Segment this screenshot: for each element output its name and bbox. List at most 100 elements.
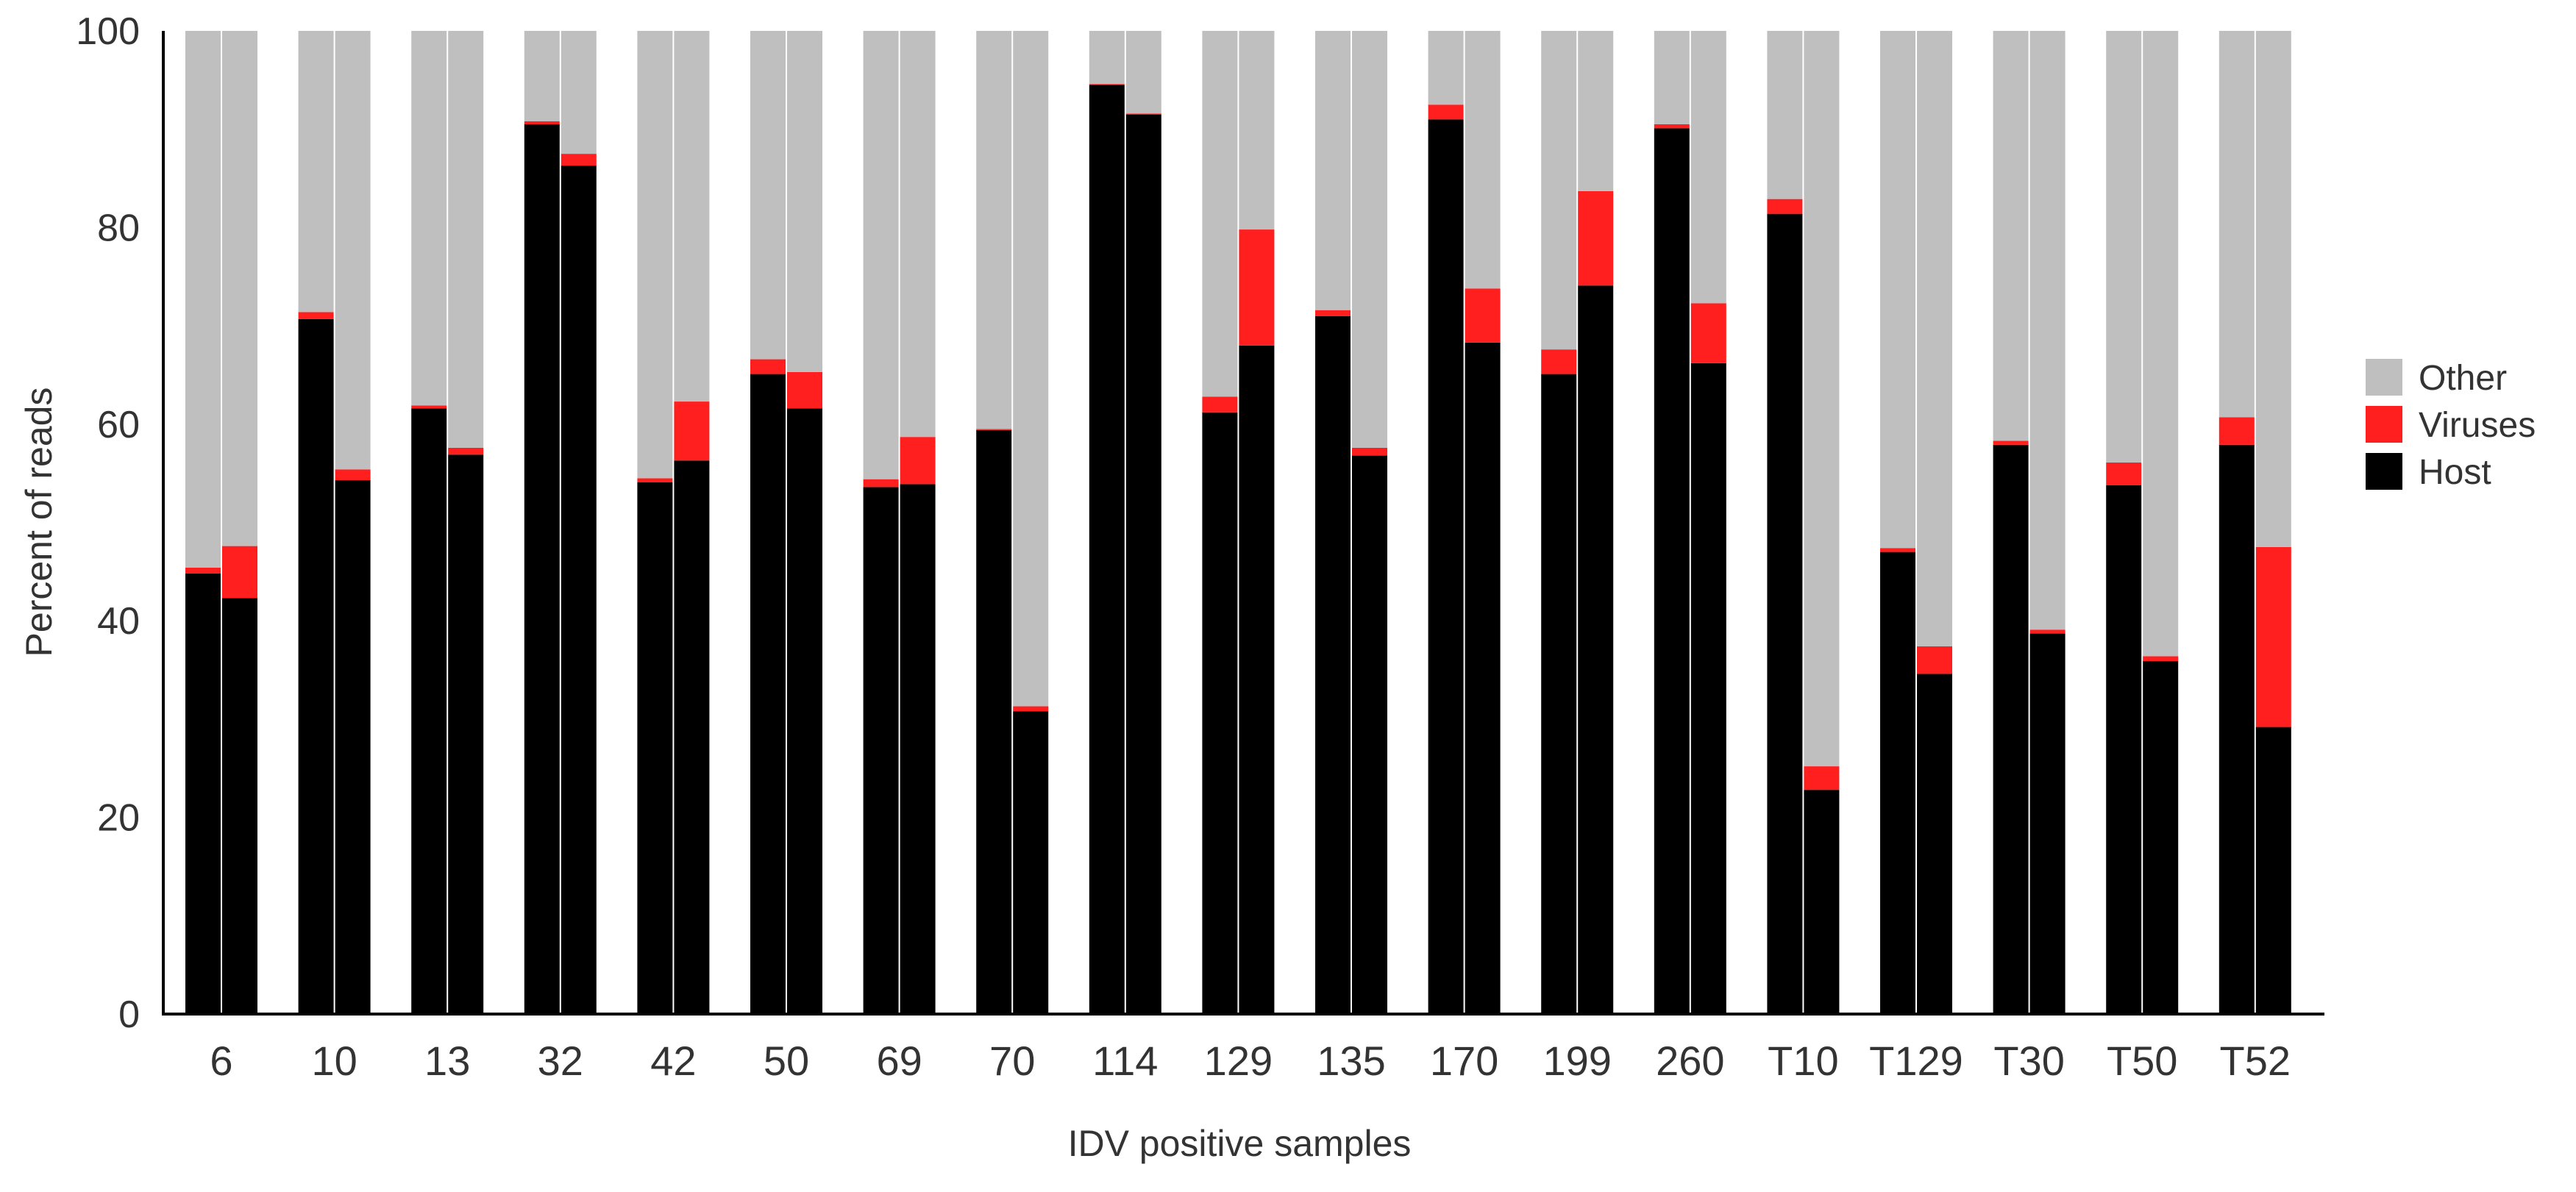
bar-segment-viruses <box>2255 546 2291 727</box>
bar-segment-other <box>750 31 786 360</box>
bar-segment-other <box>1804 31 1840 767</box>
bar-segment-other <box>1690 31 1726 304</box>
x-tick-labels: 6 10 13 32 42 50 69 70 114 129 135 170 199 260 T10 T129… <box>210 1038 2291 1084</box>
bar-segment-host <box>1239 345 1275 1015</box>
bar-segment-other <box>2255 31 2291 547</box>
bar-segment-other <box>1880 31 1915 549</box>
bar-segment-host <box>2143 661 2179 1014</box>
bar-segment-viruses <box>1352 447 1387 456</box>
bar-segment-host <box>1013 711 1049 1014</box>
bar-segment-viruses <box>2029 629 2066 634</box>
bar-segment-host <box>1465 342 1501 1015</box>
x-tick-label: 6 <box>210 1038 232 1084</box>
bar-segment-other <box>1578 31 1614 191</box>
bar-segment-host <box>1352 455 1387 1014</box>
x-tick-label: 50 <box>764 1038 809 1084</box>
bar-segment-viruses <box>448 447 484 455</box>
x-tick-label: 260 <box>1656 1038 1724 1084</box>
bar-segment-other <box>298 31 334 313</box>
bar-segment-host <box>1767 213 1803 1015</box>
bar-segment-viruses <box>1202 396 1238 413</box>
bar-segment-host <box>222 598 257 1014</box>
bar-segment-other <box>1767 31 1803 199</box>
bar-segment-other <box>2106 31 2142 463</box>
bar-segment-viruses <box>1690 303 1726 363</box>
x-tick-label: 114 <box>1092 1038 1158 1084</box>
x-tick-label: 170 <box>1430 1038 1498 1084</box>
x-tick-label: 135 <box>1317 1038 1385 1084</box>
bar-segment-other <box>863 31 899 479</box>
bar-segment-viruses <box>674 402 710 461</box>
bar-segment-viruses <box>1880 548 1915 552</box>
bar-segment-host <box>1202 412 1238 1014</box>
bar-segment-host <box>637 482 673 1014</box>
bar-segment-host <box>787 408 822 1014</box>
bar-segment-other <box>1465 31 1501 289</box>
bar-segment-host <box>335 480 371 1014</box>
axes-layer <box>162 31 2324 1016</box>
bar-segment-viruses <box>1767 199 1803 214</box>
bar-segment-other <box>1541 31 1577 350</box>
bar-segment-other <box>1202 31 1238 397</box>
bar-segment-viruses <box>1993 440 2029 445</box>
bar-segment-host <box>1428 119 1464 1015</box>
bar-segment-other <box>1654 31 1690 125</box>
y-tick-label: 0 <box>118 993 140 1036</box>
legend-label-other: Other <box>2419 359 2507 398</box>
bar-segment-other <box>900 31 936 438</box>
bar-segment-host <box>298 318 334 1014</box>
bar-segment-viruses <box>1013 706 1049 712</box>
x-tick-label: 69 <box>876 1038 922 1084</box>
x-tick-label: T30 <box>1993 1038 2065 1084</box>
bar-segment-viruses <box>750 359 786 374</box>
bar-segment-viruses <box>1804 766 1840 790</box>
bar-segment-other <box>524 31 560 121</box>
x-tick-label: 10 <box>311 1038 357 1084</box>
x-tick-label: 199 <box>1543 1038 1611 1084</box>
bar-segment-host <box>2029 633 2066 1014</box>
bar-segment-viruses <box>411 405 447 409</box>
bar-segment-viruses <box>1917 646 1952 674</box>
x-tick-label: 32 <box>538 1038 583 1084</box>
bar-segment-other <box>185 31 221 568</box>
bar-segment-viruses <box>2219 417 2255 445</box>
bar-segment-other <box>335 31 371 470</box>
bar-segment-host <box>750 374 786 1014</box>
x-axis-title: IDV positive samples <box>1068 1123 1412 1164</box>
bar-segment-other <box>1917 31 1952 646</box>
bar-segment-viruses <box>1428 104 1464 120</box>
y-tick-label: 100 <box>76 10 140 53</box>
bar-segment-other <box>637 31 673 479</box>
bar-segment-host <box>976 429 1012 1014</box>
y-tick-label: 80 <box>97 207 140 249</box>
legend-swatch-other <box>2366 359 2402 396</box>
bar-segment-other <box>2219 31 2255 418</box>
bar-segment-viruses <box>524 121 560 125</box>
bar-segment-host <box>1917 674 1952 1014</box>
x-tick-label: 13 <box>424 1038 470 1084</box>
bar-segment-viruses <box>637 478 673 482</box>
y-tick-label: 40 <box>97 600 140 643</box>
bar-segment-host <box>411 408 447 1014</box>
x-tick-label: 70 <box>989 1038 1035 1084</box>
bar-segment-viruses <box>298 312 334 319</box>
bar-segment-host <box>524 124 560 1014</box>
bar-segment-viruses <box>1578 190 1614 286</box>
bar-segment-host <box>2219 444 2255 1014</box>
bar-segment-viruses <box>2143 656 2179 662</box>
bar-segment-viruses <box>1125 113 1161 115</box>
bar-segment-host <box>1993 444 2029 1014</box>
x-tick-label: 129 <box>1204 1038 1273 1084</box>
bar-segment-host <box>1089 85 1125 1014</box>
x-tick-label: T10 <box>1768 1038 1839 1084</box>
legend: Other Viruses Host <box>2366 359 2536 492</box>
bar-segment-other <box>1315 31 1351 310</box>
bar-segment-viruses <box>222 546 257 599</box>
bar-segment-other <box>2029 31 2066 630</box>
bar-segment-other <box>1239 31 1275 230</box>
bar-segment-host <box>674 460 710 1014</box>
bar-segment-viruses <box>863 479 899 488</box>
x-tick-label: T50 <box>2107 1038 2178 1084</box>
